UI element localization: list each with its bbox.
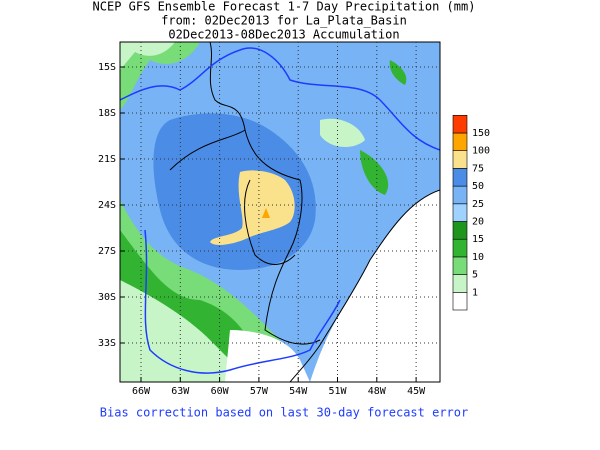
patch-blue — [153, 113, 316, 270]
ocean-dry — [310, 190, 440, 382]
lat-label: 21S — [98, 154, 116, 165]
legend-swatch — [452, 203, 468, 222]
legend-label: 50 — [472, 181, 484, 192]
coastline — [289, 189, 440, 382]
title-line: 02Dec2013-08Dec2013 Accumulation — [168, 28, 399, 42]
patch-yellow — [210, 170, 295, 245]
patch-green-ne — [360, 150, 389, 195]
lat-label: 33S — [98, 338, 116, 349]
legend-label: 10 — [472, 252, 484, 263]
border-line — [209, 42, 321, 345]
lon-label: 60W — [211, 386, 230, 397]
legend-swatch — [452, 238, 468, 258]
lon-label: 45W — [407, 386, 426, 397]
lon-label: 66W — [132, 386, 151, 397]
legend-swatch — [452, 150, 468, 169]
legend-label: 5 — [472, 270, 478, 281]
patch-green-n — [389, 60, 407, 85]
legend-swatch — [452, 185, 468, 205]
lon-label: 54W — [289, 386, 308, 397]
legend-label: 25 — [472, 199, 484, 210]
basin-outline — [144, 229, 341, 374]
boundaries — [120, 42, 440, 382]
title-line: NCEP GFS Ensemble Forecast 1-7 Day Preci… — [93, 0, 476, 14]
lon-label: 48W — [368, 386, 387, 397]
legend-swatch — [452, 168, 468, 187]
footer-note: Bias correction based on last 30-day for… — [100, 406, 468, 420]
precip-field — [120, 42, 440, 382]
basin-outline — [120, 47, 440, 151]
lat-label: 18S — [98, 108, 116, 119]
legend-label: 100 — [472, 146, 490, 157]
lat-label: 30S — [98, 292, 116, 303]
legend-swatch — [452, 115, 468, 134]
lat-label: 27S — [98, 246, 116, 257]
border-line — [169, 129, 296, 265]
legend-swatch — [452, 221, 468, 240]
legend-swatch — [452, 256, 468, 275]
lon-label: 57W — [250, 386, 269, 397]
legend-label: 75 — [472, 163, 484, 174]
legend-label: 15 — [472, 234, 484, 245]
legend-label: 20 — [472, 217, 484, 228]
legend-label: 1 — [472, 287, 478, 298]
patch-pale-ne — [320, 118, 365, 147]
lat-label: 24S — [98, 200, 116, 211]
patch-dry — [225, 330, 310, 382]
lon-label: 51W — [328, 386, 347, 397]
patch-pale-south — [120, 280, 250, 382]
legend-label: 150 — [472, 128, 490, 139]
lat-label: 15S — [98, 62, 116, 73]
lon-label: 63W — [171, 386, 190, 397]
legend-swatch — [452, 132, 468, 152]
patch-orange — [262, 208, 270, 218]
patch-pale — [120, 42, 175, 70]
legend-swatch — [452, 291, 468, 311]
map-frame — [119, 41, 441, 383]
title-line: from: 02Dec2013 for La_Plata_Basin — [161, 14, 407, 28]
legend-swatch — [452, 274, 468, 293]
